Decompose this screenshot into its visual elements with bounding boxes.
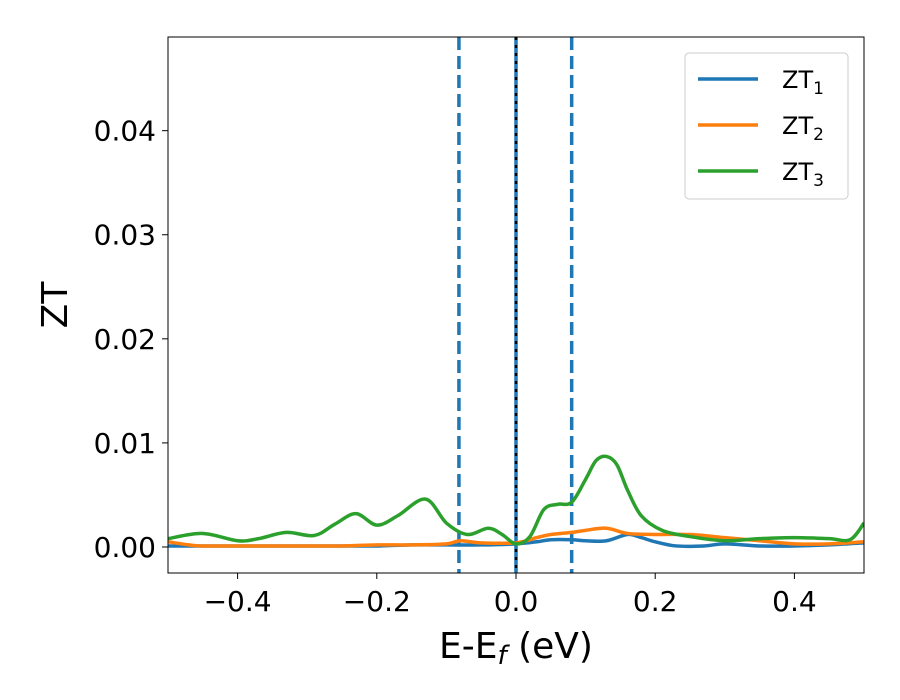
x-tick-label: 0.2 (633, 585, 678, 618)
legend-label-zt2: ZT2 (782, 112, 824, 145)
legend-label-zt3: ZT3 (782, 158, 824, 191)
series-line-zt3 (168, 454, 864, 546)
x-tick-label: −0.2 (343, 585, 411, 618)
y-tick-label: 0.03 (94, 219, 156, 252)
x-axis: −0.4 −0.2 0.0 0.2 0.4 (204, 573, 817, 618)
y-tick-label: 0.04 (94, 115, 156, 148)
series-lines (168, 454, 864, 549)
x-axis-title-main: E-E (439, 626, 497, 667)
x-tick-label: 0.0 (494, 585, 539, 618)
x-axis-title: E-Ef (eV) (439, 626, 593, 671)
legend: ZT1 ZT2 ZT3 (684, 52, 849, 200)
legend-label-zt1: ZT1 (782, 66, 824, 99)
y-tick-label: 0.00 (94, 531, 156, 564)
x-tick-label: −0.4 (204, 585, 272, 618)
reference-lines (457, 37, 574, 573)
y-axis-title: ZT (35, 281, 76, 329)
y-tick-label: 0.02 (94, 323, 156, 356)
legend-box (684, 52, 849, 200)
y-axis: 0.00 0.01 0.02 0.03 0.04 (94, 115, 168, 564)
x-axis-title-unit: (eV) (507, 626, 593, 667)
y-tick-label: 0.01 (94, 427, 156, 460)
x-tick-label: 0.4 (772, 585, 817, 618)
